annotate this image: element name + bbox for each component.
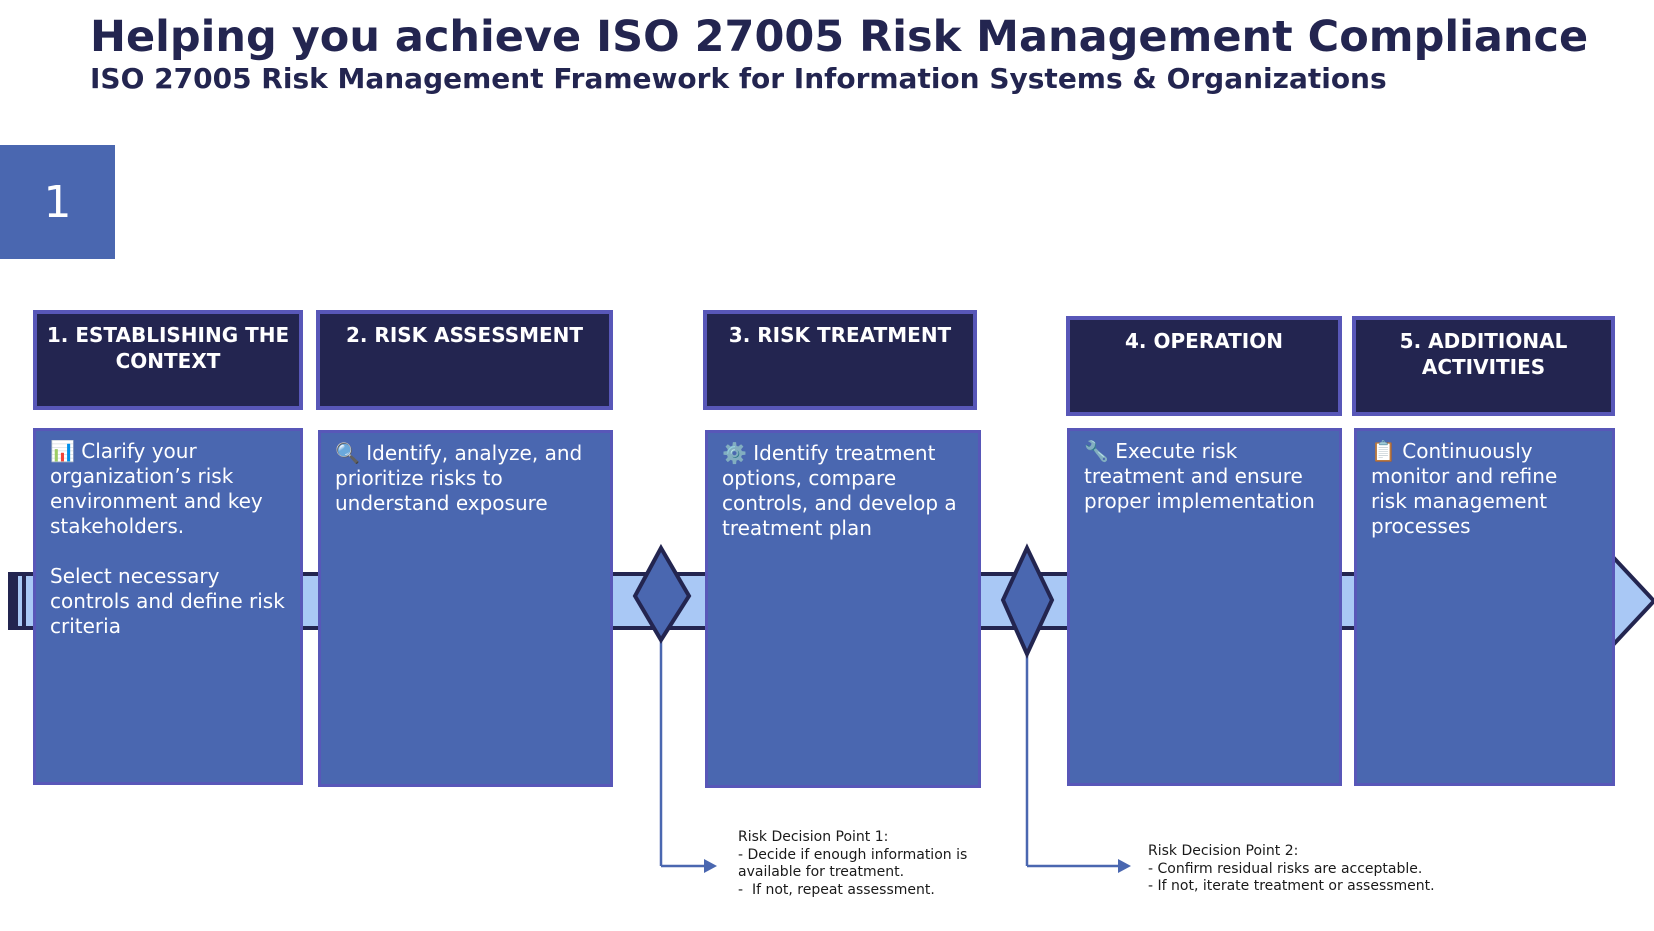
page-title: Helping you achieve ISO 27005 Risk Manag… bbox=[90, 12, 1589, 62]
arrow-tail-stripe bbox=[8, 574, 18, 628]
stage-card-3: ⚙️ Identify treatment options, compare c… bbox=[705, 430, 981, 788]
decision-diamond-2 bbox=[1000, 543, 1055, 659]
slide-number-badge: 1 bbox=[0, 145, 115, 259]
stage-card-5: 📋 Continuously monitor and refine risk m… bbox=[1354, 428, 1615, 786]
stage-header-5: 5. ADDITIONAL ACTIVITIES bbox=[1352, 316, 1615, 416]
process-arrow-head bbox=[1610, 550, 1654, 652]
stage-header-1: 1. ESTABLISHING THE CONTEXT bbox=[33, 310, 303, 410]
decision-connector-1 bbox=[659, 636, 717, 873]
stage-header-4: 4. OPERATION bbox=[1066, 316, 1342, 416]
stage-card-1: 📊 Clarify your organization’s risk envir… bbox=[33, 428, 303, 785]
stage-header-3: 3. RISK TREATMENT bbox=[703, 310, 977, 410]
stage-header-2: 2. RISK ASSESSMENT bbox=[316, 310, 613, 410]
page-subtitle: ISO 27005 Risk Management Framework for … bbox=[90, 62, 1387, 95]
stage-card-2: 🔍 Identify, analyze, and prioritize risk… bbox=[318, 430, 613, 787]
decision-diamond-1 bbox=[632, 543, 692, 644]
decision-point-note-2: Risk Decision Point 2: - Confirm residua… bbox=[1148, 843, 1435, 894]
decision-connector-2 bbox=[1025, 652, 1131, 873]
arrow-tail-stripe bbox=[22, 574, 26, 628]
decision-point-note-1: Risk Decision Point 1: - Decide if enoug… bbox=[738, 829, 968, 898]
stage-card-4: 🔧 Execute risk treatment and ensure prop… bbox=[1067, 428, 1342, 786]
